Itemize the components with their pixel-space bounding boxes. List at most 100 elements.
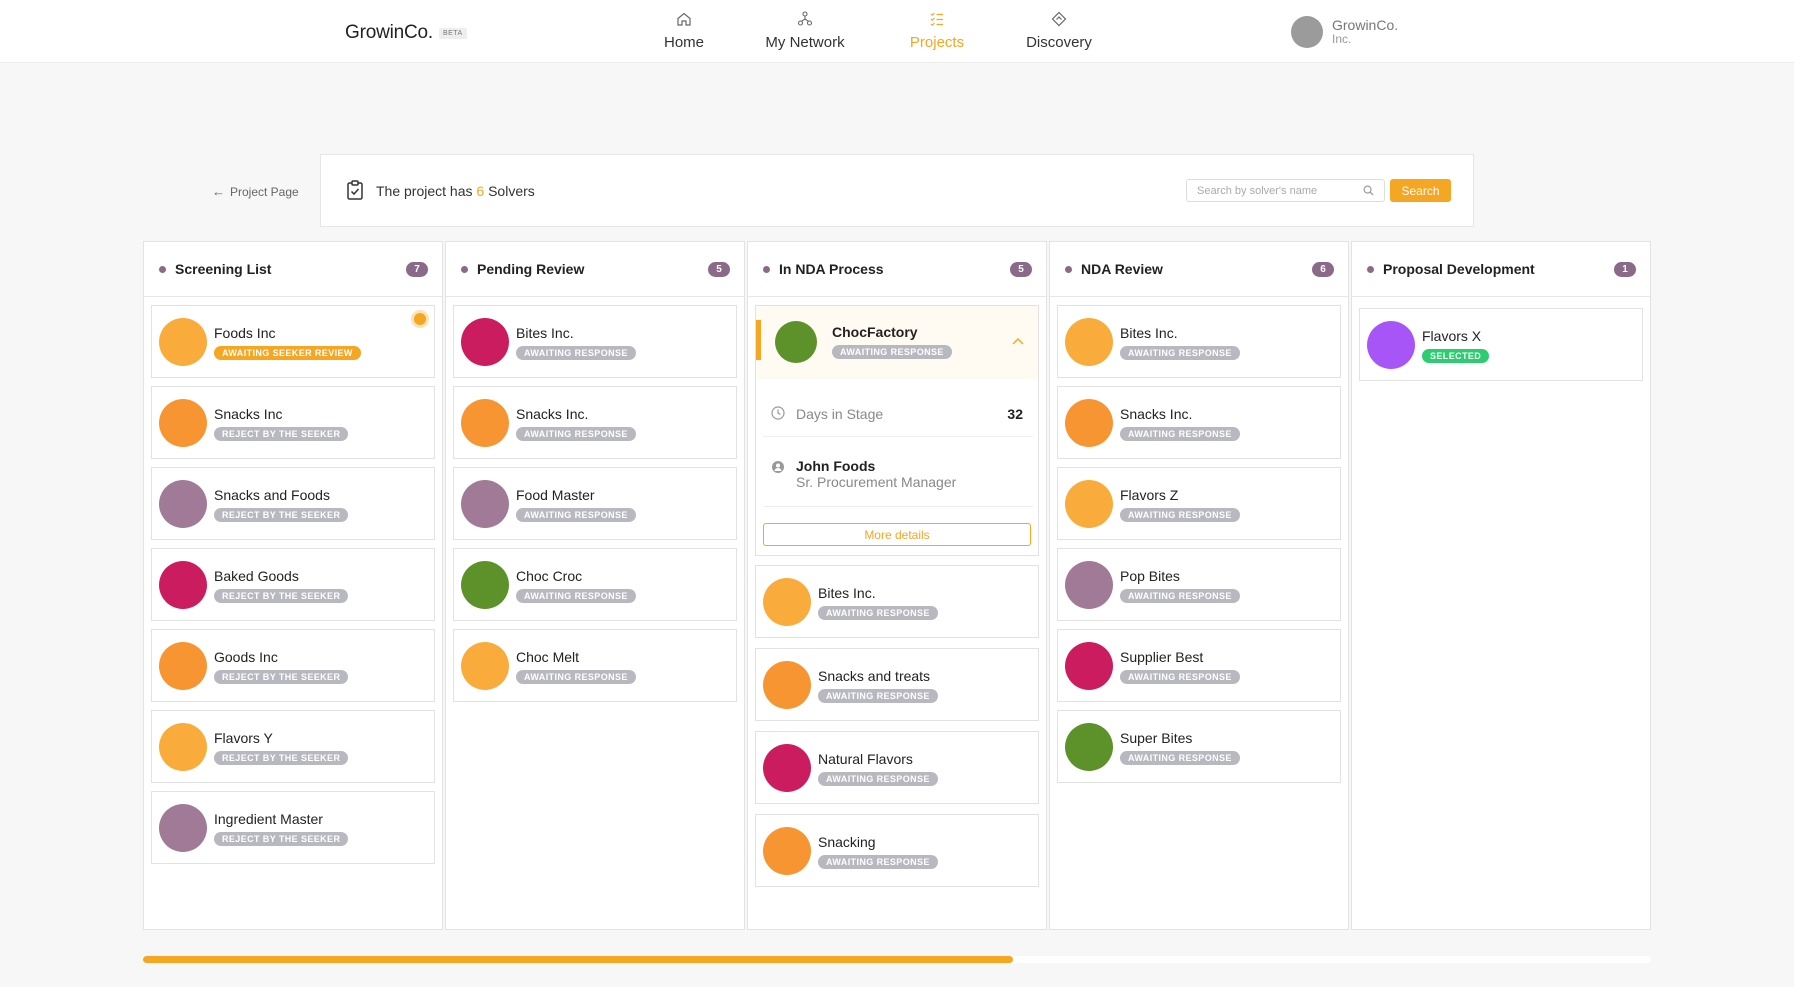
column-nda-review: NDA Review 6 Bites Inc. AWAITING RESPONSE Sn… <box>1049 241 1349 930</box>
contact-name: John Foods <box>796 458 876 474</box>
status-badge: AWAITING RESPONSE <box>516 508 636 522</box>
status-badge: AWAITING RESPONSE <box>516 346 636 360</box>
solver-name: Snacks Inc. <box>516 406 589 422</box>
status-badge: REJECT BY THE SEEKER <box>214 832 349 846</box>
expanded-card-header[interactable]: ChocFactory AWAITING RESPONSE <box>756 306 1038 379</box>
user-circle-icon <box>772 461 784 473</box>
solver-card[interactable]: Bites Inc. AWAITING RESPONSE <box>453 305 737 378</box>
user-menu[interactable]: GrowinCo. Inc. <box>1291 16 1398 48</box>
search-icon[interactable] <box>1363 185 1374 196</box>
solver-search-input[interactable] <box>1197 180 1357 201</box>
solver-card[interactable]: Snacking AWAITING RESPONSE <box>755 814 1039 887</box>
network-icon <box>797 10 813 26</box>
nav-projects-label: Projects <box>909 33 965 51</box>
status-badge: REJECT BY THE SEEKER <box>214 427 349 441</box>
solver-card[interactable]: Flavors Y REJECT BY THE SEEKER <box>151 710 435 783</box>
back-link-label: Project Page <box>230 184 299 199</box>
avatar <box>1291 16 1323 48</box>
column-in-nda-process: In NDA Process 5 ChocFactory AWAITING RESPO… <box>747 241 1047 930</box>
solver-count-prefix: The project has <box>376 183 473 199</box>
solver-card[interactable]: Foods Inc AWAITING SEEKER REVIEW <box>151 305 435 378</box>
chevron-up-icon[interactable] <box>1012 337 1024 345</box>
days-in-stage-value: 32 <box>1007 406 1023 422</box>
status-badge: AWAITING RESPONSE <box>516 427 636 441</box>
solver-card[interactable]: Snacks Inc. AWAITING RESPONSE <box>1057 386 1341 459</box>
solver-name: Natural Flavors <box>818 751 913 767</box>
solver-card[interactable]: Supplier Best AWAITING RESPONSE <box>1057 629 1341 702</box>
nav-my-network-label: My Network <box>765 33 845 51</box>
column-title: In NDA Process <box>779 261 884 277</box>
status-badge: REJECT BY THE SEEKER <box>214 751 349 765</box>
selected-indicator <box>756 320 761 360</box>
avatar <box>1065 399 1113 447</box>
nav-home[interactable]: Home <box>624 0 744 63</box>
solver-card[interactable]: Choc Croc AWAITING RESPONSE <box>453 548 737 621</box>
column-title: Screening List <box>175 261 272 277</box>
status-badge: AWAITING RESPONSE <box>1120 751 1240 765</box>
more-details-button[interactable]: More details <box>763 523 1031 546</box>
nav-projects[interactable]: Projects <box>877 0 997 63</box>
column-dot <box>1065 265 1072 273</box>
board-horizontal-scrollbar[interactable] <box>143 956 1651 963</box>
nav-discovery[interactable]: Discovery <box>999 0 1119 63</box>
contact-role: Sr. Procurement Manager <box>796 474 957 490</box>
column-dot <box>1367 265 1374 273</box>
avatar <box>461 561 509 609</box>
solver-name: Foods Inc <box>214 325 276 341</box>
status-badge: SELECTED <box>1422 349 1490 363</box>
avatar <box>775 321 817 363</box>
solver-name: Flavors X <box>1422 328 1482 344</box>
avatar <box>159 399 207 447</box>
column-title: NDA Review <box>1081 261 1163 277</box>
status-badge: AWAITING RESPONSE <box>516 589 636 603</box>
solver-name: Supplier Best <box>1120 649 1204 665</box>
solver-card[interactable]: Flavors Z AWAITING RESPONSE <box>1057 467 1341 540</box>
avatar <box>461 399 509 447</box>
avatar <box>159 723 207 771</box>
avatar <box>763 578 811 626</box>
solver-card[interactable]: Food Master AWAITING RESPONSE <box>453 467 737 540</box>
solver-card[interactable]: Baked Goods REJECT BY THE SEEKER <box>151 548 435 621</box>
avatar <box>1065 318 1113 366</box>
user-name: GrowinCo. <box>1332 17 1399 33</box>
solver-name: Bites Inc. <box>818 585 876 601</box>
status-badge: AWAITING RESPONSE <box>818 855 938 869</box>
scrollbar-thumb[interactable] <box>143 956 1014 963</box>
solver-card[interactable]: Bites Inc. AWAITING RESPONSE <box>1057 305 1341 378</box>
solver-card[interactable]: Ingredient Master REJECT BY THE SEEKER <box>151 791 435 864</box>
solver-card[interactable]: Snacks and treats AWAITING RESPONSE <box>755 648 1039 721</box>
nav-my-network[interactable]: My Network <box>745 0 865 63</box>
clock-icon <box>771 406 785 420</box>
solver-card[interactable]: Snacks Inc. AWAITING RESPONSE <box>453 386 737 459</box>
avatar <box>763 827 811 875</box>
column-count-badge: 6 <box>1312 262 1334 277</box>
status-badge: AWAITING RESPONSE <box>832 345 952 359</box>
discovery-icon <box>1051 11 1067 26</box>
solver-name: Bites Inc. <box>1120 325 1178 341</box>
status-badge: REJECT BY THE SEEKER <box>214 670 349 684</box>
solver-card[interactable]: Natural Flavors AWAITING RESPONSE <box>755 731 1039 804</box>
status-badge: AWAITING RESPONSE <box>818 689 938 703</box>
solver-card[interactable]: Bites Inc. AWAITING RESPONSE <box>755 565 1039 638</box>
status-badge: AWAITING RESPONSE <box>516 670 636 684</box>
avatar <box>159 561 207 609</box>
solver-card[interactable]: Pop Bites AWAITING RESPONSE <box>1057 548 1341 621</box>
solver-card[interactable]: Snacks and Foods REJECT BY THE SEEKER <box>151 467 435 540</box>
solver-count-value: 6 <box>476 183 485 199</box>
status-badge: AWAITING RESPONSE <box>1120 670 1240 684</box>
solver-card[interactable]: Flavors X SELECTED <box>1359 308 1643 381</box>
days-in-stage-label: Days in Stage <box>796 406 884 422</box>
solver-card[interactable]: Choc Melt AWAITING RESPONSE <box>453 629 737 702</box>
logo[interactable]: GrowinCo. BETA <box>345 22 467 44</box>
solver-name: Choc Croc <box>516 568 583 584</box>
column-dot <box>159 265 166 273</box>
solver-card[interactable]: Super Bites AWAITING RESPONSE <box>1057 710 1341 783</box>
logo-text: GrowinCo. <box>345 22 433 43</box>
column-count-badge: 1 <box>1614 262 1636 277</box>
back-to-project-page-link[interactable]: ← Project Page <box>212 184 299 199</box>
solver-card[interactable]: Snacks Inc REJECT BY THE SEEKER <box>151 386 435 459</box>
solver-name: Snacks and Foods <box>214 487 330 503</box>
avatar <box>1367 321 1415 369</box>
solver-card[interactable]: Goods Inc REJECT BY THE SEEKER <box>151 629 435 702</box>
search-button[interactable]: Search <box>1390 179 1451 202</box>
